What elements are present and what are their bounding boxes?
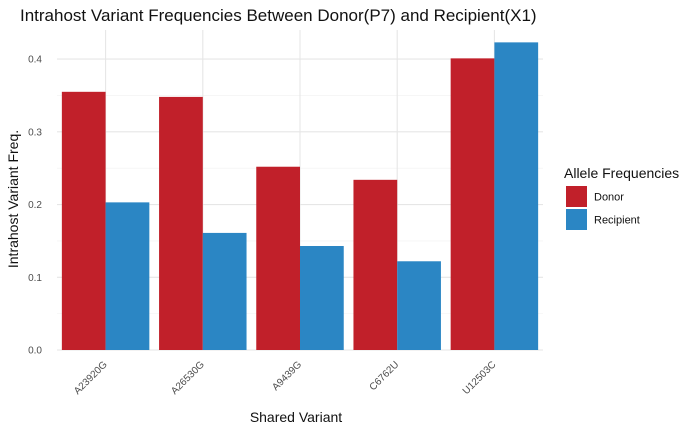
x-tick-label: A23920G	[72, 359, 110, 397]
bar-donor-a23920g	[61, 91, 106, 351]
x-tick-label: U12503C	[461, 359, 499, 397]
legend-swatch-donor	[566, 186, 587, 207]
bar-donor-a26530g	[159, 96, 203, 350]
y-tick-label: 0.1	[28, 273, 42, 284]
bar-recipient-a9439g	[300, 246, 344, 350]
bar-donor-c6762u	[353, 179, 398, 350]
bar-recipient-c6762u	[397, 261, 441, 350]
y-tick-label: 0.4	[28, 55, 42, 66]
bar-recipient-a23920g	[105, 202, 150, 350]
chart-title: Intrahost Variant Frequencies Between Do…	[20, 6, 537, 25]
bar-donor-u12503c	[450, 58, 495, 350]
legend-title: Allele Frequencies	[564, 165, 679, 181]
y-tick-label: 0.0	[28, 346, 42, 357]
legend-swatch-recipient	[566, 209, 587, 230]
bars	[61, 42, 539, 351]
legend: Allele Frequencies Donor Recipient	[564, 165, 679, 230]
y-axis-ticks: 0.0 0.1 0.2 0.3 0.4	[28, 55, 42, 357]
x-axis-ticks: A23920G A26530G A9439G C6762U U12503C	[72, 359, 498, 397]
x-tick-label: A9439G	[270, 359, 304, 393]
legend-items: Donor Recipient	[566, 186, 640, 230]
legend-label-recipient: Recipient	[594, 215, 640, 227]
x-tick-label: C6762U	[368, 359, 402, 393]
y-axis-title: Intrahost Variant Freq.	[5, 130, 21, 268]
x-tick-label: A26530G	[169, 359, 207, 397]
bar-recipient-a26530g	[202, 232, 247, 350]
y-tick-label: 0.3	[28, 127, 42, 138]
bar-donor-a9439g	[256, 166, 300, 350]
bar-recipient-u12503c	[494, 42, 539, 350]
x-axis-title: Shared Variant	[250, 409, 342, 425]
legend-label-donor: Donor	[594, 192, 624, 204]
y-tick-label: 0.2	[28, 200, 42, 211]
